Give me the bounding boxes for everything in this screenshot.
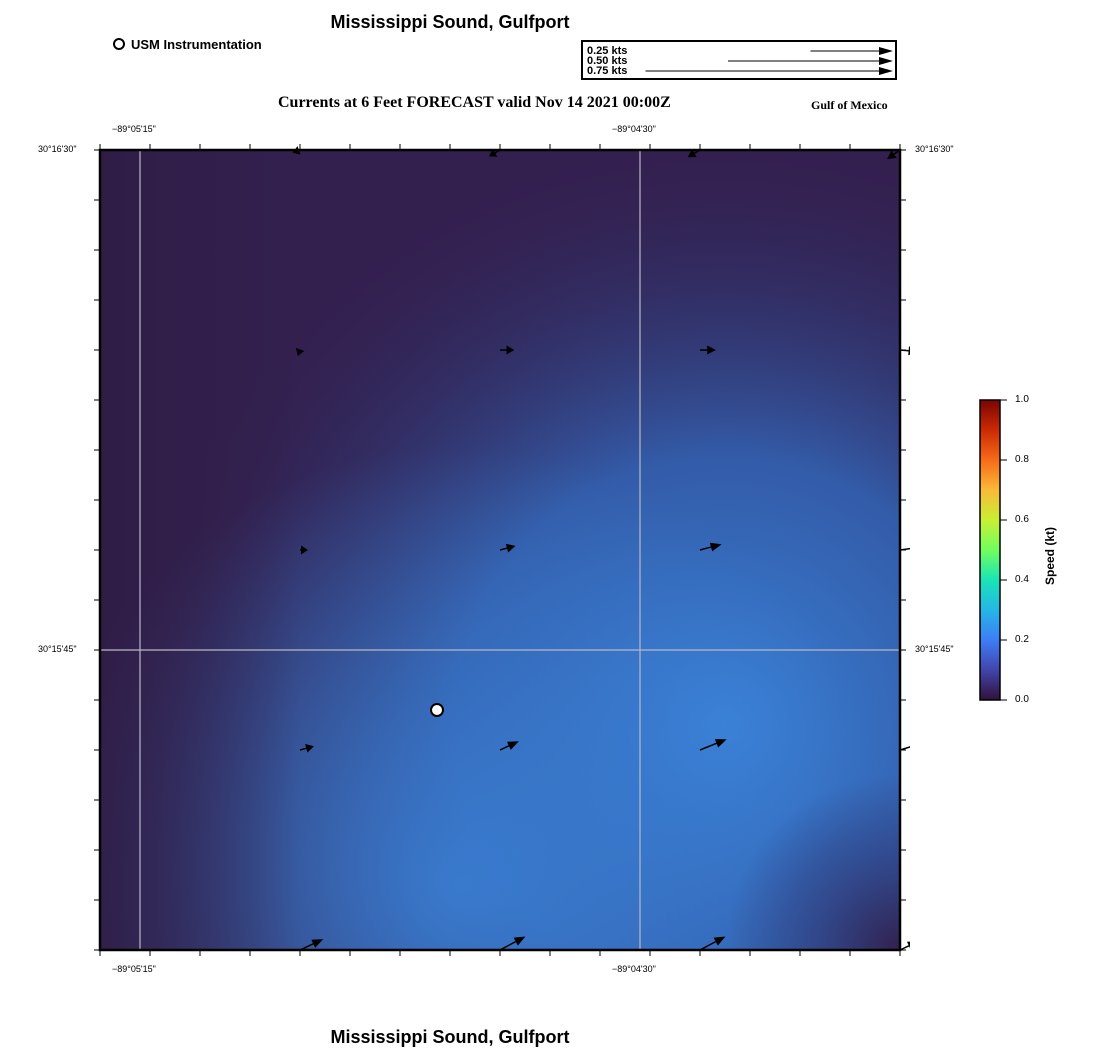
current-vector bbox=[300, 545, 308, 555]
colorbar-tick-3: 0.6 bbox=[1015, 514, 1029, 525]
colorbar-label: Speed (kt) bbox=[1043, 526, 1057, 585]
lat-label-right-1: 30°16'30" bbox=[915, 144, 954, 154]
scale-label-025: 0.25 kts bbox=[587, 45, 628, 57]
footer-title: Mississippi Sound, Gulfport bbox=[330, 1027, 570, 1047]
lat-label-right-2: 30°15'45" bbox=[915, 644, 954, 654]
current-vector bbox=[500, 345, 515, 355]
colorbar-tick-2: 0.8 bbox=[1015, 454, 1029, 465]
scale-label-075: 0.75 kts bbox=[587, 65, 628, 77]
lon-label-bottom-1: −89°05'15" bbox=[112, 964, 156, 974]
current-vector bbox=[699, 542, 722, 552]
station-legend-label: USM Instrumentation bbox=[131, 37, 262, 52]
map-frame bbox=[98, 148, 902, 952]
vector-scale-legend: 0.25 kts 0.50 kts 0.75 kts bbox=[581, 40, 897, 80]
current-vector bbox=[899, 346, 910, 356]
lat-label-left-2: 30°15'45" bbox=[38, 644, 77, 654]
current-vector bbox=[899, 941, 910, 951]
lon-label-top-1: −89°05'15" bbox=[112, 124, 156, 134]
graticule bbox=[100, 150, 900, 950]
map-title: Mississippi Sound, Gulfport bbox=[330, 12, 570, 32]
scale-arrow bbox=[728, 57, 893, 65]
colorbar-tick-6: 0.0 bbox=[1015, 694, 1029, 705]
lon-label-top-2: −89°04'30" bbox=[612, 124, 656, 134]
region-label: Gulf of Mexico bbox=[811, 98, 888, 112]
current-vector bbox=[499, 741, 519, 751]
current-vector bbox=[899, 746, 910, 751]
colorbar bbox=[979, 399, 1007, 701]
lon-label-bottom-2: −89°04'30" bbox=[612, 964, 656, 974]
current-vector bbox=[295, 347, 305, 357]
colorbar-tick-5: 0.2 bbox=[1015, 634, 1029, 645]
current-vectors bbox=[292, 146, 910, 951]
scale-label-050: 0.50 kts bbox=[587, 55, 628, 67]
lat-label-left-1: 30°16'30" bbox=[38, 144, 77, 154]
scale-arrow bbox=[810, 47, 893, 55]
colorbar-tick-1: 1.0 bbox=[1015, 394, 1029, 405]
current-vector bbox=[499, 936, 526, 951]
map-panel bbox=[94, 144, 910, 956]
scale-arrow bbox=[645, 67, 893, 75]
usm-station-marker[interactable] bbox=[430, 703, 444, 717]
current-vector bbox=[899, 547, 910, 551]
current-vector bbox=[299, 743, 314, 753]
colorbar-tick-4: 0.4 bbox=[1015, 574, 1029, 585]
scale-arrows bbox=[645, 47, 893, 75]
map-subtitle: Currents at 6 Feet FORECAST valid Nov 14… bbox=[278, 94, 671, 111]
current-vector bbox=[700, 345, 716, 355]
current-vector bbox=[499, 543, 516, 553]
current-vector bbox=[699, 739, 727, 751]
current-vector bbox=[699, 936, 726, 951]
station-legend-icon bbox=[113, 38, 125, 50]
